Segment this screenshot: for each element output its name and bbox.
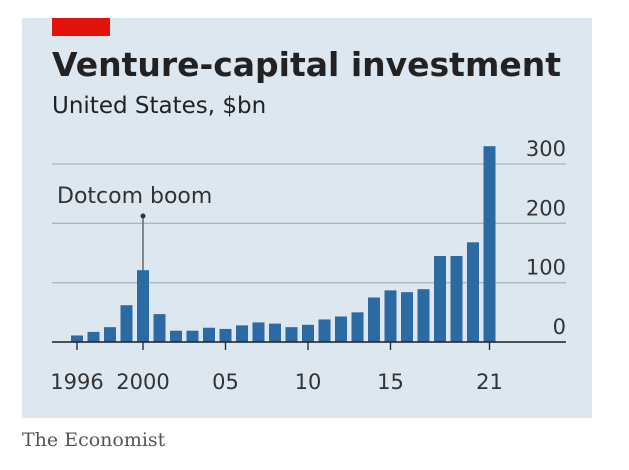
source: The Economist — [22, 429, 166, 451]
bar — [368, 297, 380, 342]
bar — [467, 242, 479, 342]
red-tag — [52, 18, 110, 36]
bar — [120, 305, 133, 342]
panel — [22, 18, 592, 418]
bar — [87, 331, 100, 342]
bar — [153, 314, 166, 342]
bar — [401, 292, 413, 342]
y-tick-label: 0 — [553, 315, 566, 339]
x-tick-label: 10 — [295, 370, 322, 394]
bar — [318, 319, 331, 342]
y-tick-label: 300 — [526, 137, 566, 161]
y-tick-label: 200 — [526, 196, 566, 220]
bar — [219, 328, 232, 342]
bar — [351, 312, 364, 342]
x-tick-label: 15 — [377, 370, 404, 394]
bar — [450, 255, 463, 342]
x-tick-label: 05 — [212, 370, 239, 394]
bar — [104, 327, 116, 342]
annotation-dot — [140, 213, 146, 219]
chart-title: Venture-capital investment — [52, 45, 561, 84]
bar — [335, 316, 347, 342]
bar — [269, 323, 281, 342]
bar — [203, 327, 215, 342]
bar — [252, 322, 265, 342]
bar — [285, 327, 298, 342]
bar — [186, 330, 199, 342]
bar — [302, 324, 314, 342]
bar — [71, 335, 83, 342]
annotation: Dotcom boom — [57, 184, 212, 209]
bar — [417, 289, 430, 342]
bar — [483, 146, 496, 342]
bar — [170, 330, 182, 342]
bar — [434, 255, 446, 342]
x-tick-label: 1996 — [50, 370, 103, 394]
bar — [236, 325, 248, 342]
y-tick-label: 100 — [526, 256, 566, 280]
x-tick-label: 2000 — [116, 370, 169, 394]
x-tick-label: 21 — [476, 370, 503, 394]
bar — [137, 270, 149, 342]
chart-subtitle: United States, $bn — [52, 93, 266, 119]
bar — [384, 290, 397, 342]
